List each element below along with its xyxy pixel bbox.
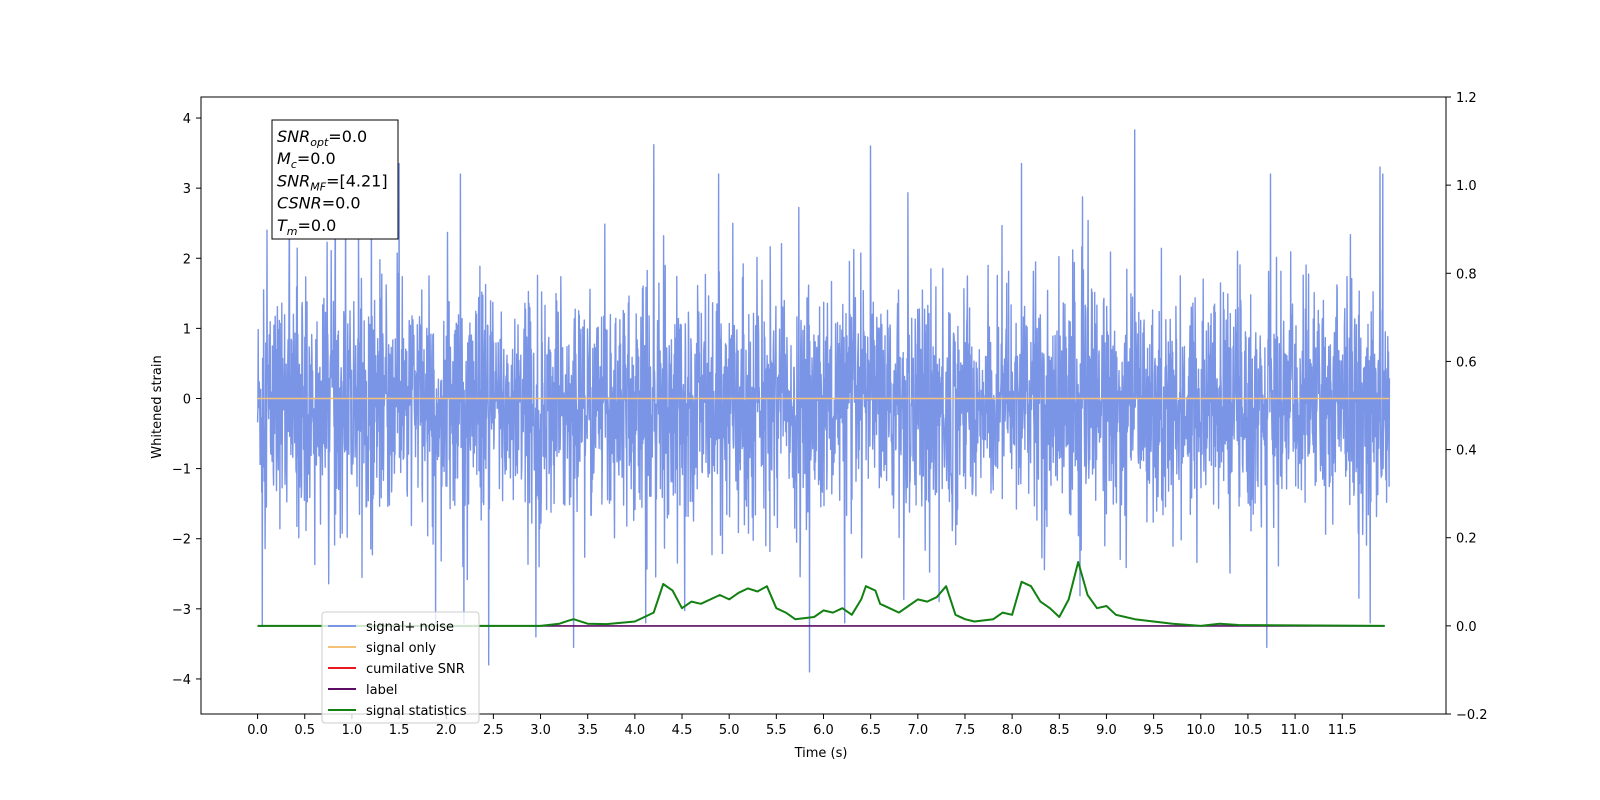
x-tick-label: 8.5 bbox=[1049, 723, 1070, 738]
legend-entry: label bbox=[366, 683, 397, 698]
x-tick-label: 6.0 bbox=[813, 723, 834, 738]
x-tick-label: 0.0 bbox=[247, 723, 268, 738]
x-tick-label: 4.5 bbox=[672, 723, 693, 738]
y2-tick-label: 1.0 bbox=[1456, 179, 1477, 194]
x-tick-label: 11.5 bbox=[1328, 723, 1357, 738]
info-box-frame bbox=[271, 119, 399, 240]
y2-tick-label: 0.4 bbox=[1456, 444, 1477, 459]
y-tick-label: 1 bbox=[183, 322, 191, 337]
x-tick-label: 7.0 bbox=[907, 723, 928, 738]
x-tick-label: 1.5 bbox=[389, 723, 410, 738]
x-tick-label: 11.0 bbox=[1281, 723, 1310, 738]
signal-noise-line bbox=[256, 129, 1391, 673]
legend-entry: cumilative SNR bbox=[366, 662, 465, 677]
y-tick-label: −4 bbox=[172, 673, 191, 688]
y2-tick-label: −0.2 bbox=[1456, 708, 1488, 723]
signal-noise-series bbox=[256, 129, 1391, 673]
x-tick-label: 1.0 bbox=[342, 723, 363, 738]
x-tick-label: 3.0 bbox=[530, 723, 551, 738]
y2-tick-label: 0.0 bbox=[1456, 620, 1477, 635]
y-tick-label: 3 bbox=[183, 182, 191, 197]
x-tick-label: 2.0 bbox=[436, 723, 457, 738]
x-tick-label: 8.0 bbox=[1002, 723, 1023, 738]
info-line: SNRMF=[4.21] bbox=[277, 171, 388, 193]
y2-tick-label: 0.8 bbox=[1456, 267, 1477, 282]
y-tick-label: −3 bbox=[172, 603, 191, 618]
y2-tick-label: 0.2 bbox=[1456, 532, 1477, 547]
y2-tick-label: 0.6 bbox=[1456, 355, 1477, 370]
y-tick-label: 4 bbox=[183, 112, 191, 127]
info-line: Tm=0.0 bbox=[277, 216, 336, 238]
y-tick-label: 2 bbox=[183, 252, 191, 267]
x-tick-label: 4.0 bbox=[625, 723, 646, 738]
legend: signal+ noise signal only cumilative SNR la… bbox=[321, 611, 480, 724]
legend-frame bbox=[321, 611, 480, 724]
axes: 0.0 0.5 1.0 1.5 2.0 2.5 3.0 3.5 4.0 4.5 5.0 5.5 6.0 6… bbox=[172, 91, 1488, 738]
x-tick-label: 0.5 bbox=[294, 723, 315, 738]
legend-entry: signal only bbox=[366, 641, 436, 656]
x-tick-label: 10.5 bbox=[1233, 723, 1262, 738]
x-tick-label: 5.0 bbox=[719, 723, 740, 738]
x-tick-label: 6.5 bbox=[860, 723, 881, 738]
y-tick-label: 0 bbox=[183, 392, 191, 407]
x-tick-label: 7.5 bbox=[955, 723, 976, 738]
y2-tick-label: 1.2 bbox=[1456, 91, 1477, 106]
x-axis-label: Time (s) bbox=[794, 746, 848, 761]
legend-entry: signal statistics bbox=[366, 704, 467, 719]
x-tick-label: 2.5 bbox=[483, 723, 504, 738]
info-line: Mc=0.0 bbox=[277, 149, 336, 171]
x-tick-label: 3.5 bbox=[577, 723, 598, 738]
legend-entry: signal+ noise bbox=[366, 620, 454, 635]
signal-statistics-line bbox=[257, 561, 1385, 627]
x-tick-label: 9.0 bbox=[1096, 723, 1117, 738]
y-tick-label: −1 bbox=[172, 463, 191, 478]
y-axis-label: Whitened strain bbox=[150, 355, 165, 458]
x-tick-label: 5.5 bbox=[766, 723, 787, 738]
x-tick-label: 10.0 bbox=[1186, 723, 1215, 738]
y-tick-label: −2 bbox=[172, 533, 191, 548]
info-line: SNRopt=0.0 bbox=[277, 127, 367, 149]
info-line: CSNR=0.0 bbox=[277, 194, 361, 213]
x-tick-label: 9.5 bbox=[1143, 723, 1164, 738]
